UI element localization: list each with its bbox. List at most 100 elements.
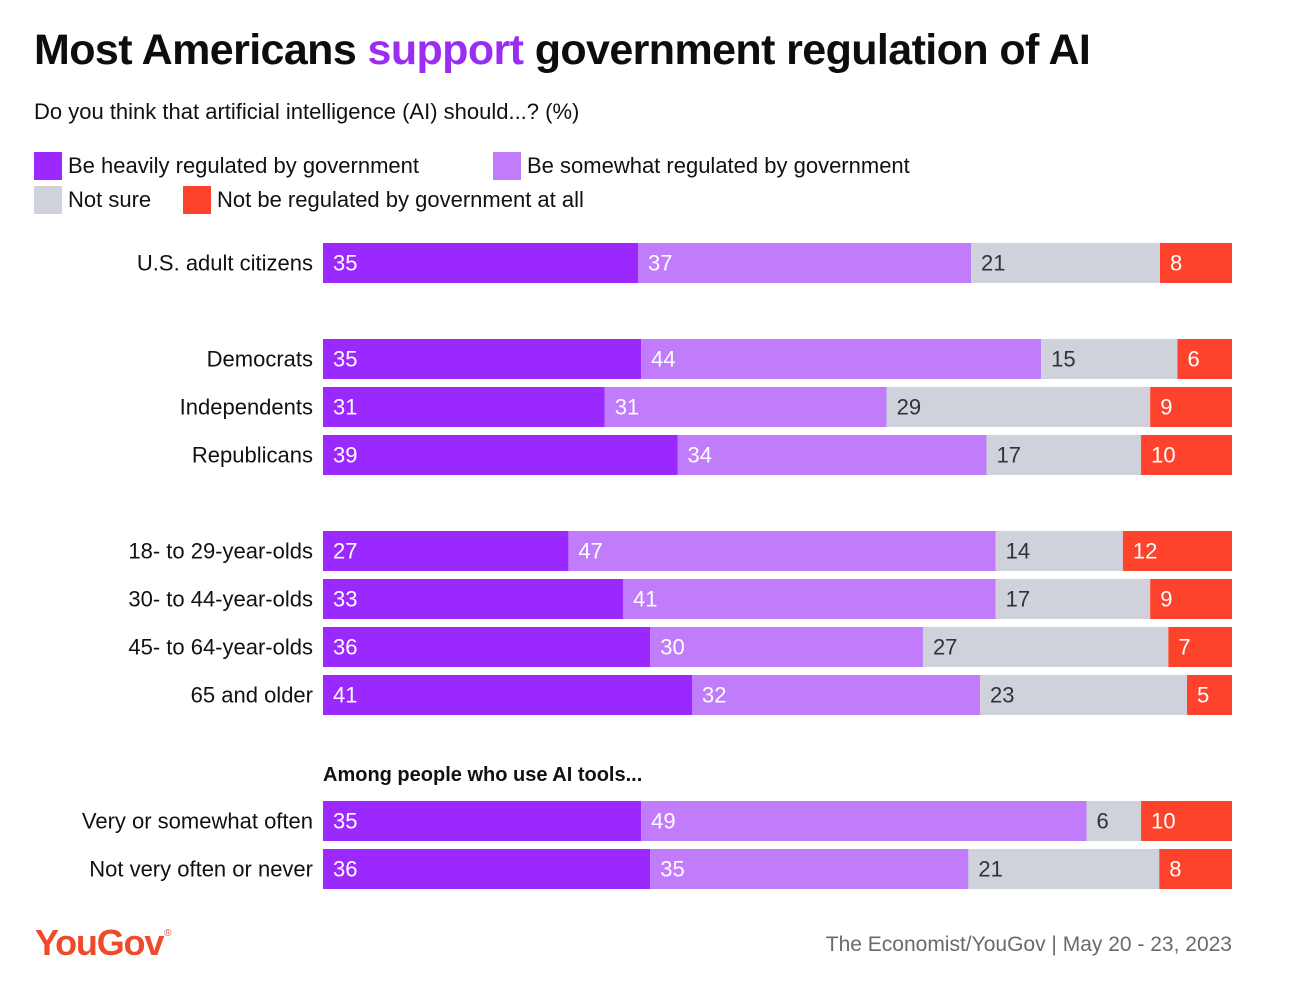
- category-label-independents: Independents: [180, 395, 313, 420]
- bar-segment-democrats-not-sure: [1041, 339, 1178, 379]
- data-label-not-very-often-or-never-not-sure: 21: [978, 857, 1002, 882]
- title-end: government regulation of AI: [523, 26, 1091, 74]
- data-label-45-to-64-year-olds-not-at-all: 7: [1178, 635, 1190, 660]
- data-label-u-s-adult-citizens-not-sure: 21: [981, 251, 1005, 276]
- bar-segment-18-to-29-year-olds-somewhat: [568, 531, 996, 571]
- data-label-u-s-adult-citizens-not-at-all: 8: [1170, 251, 1182, 276]
- data-label-30-to-44-year-olds-somewhat: 41: [633, 587, 657, 612]
- data-label-very-or-somewhat-often-not-sure: 6: [1097, 809, 1109, 834]
- bar-segment-very-or-somewhat-often-not-at-all: [1141, 801, 1232, 841]
- bar-segment-45-to-64-year-olds-not-sure: [922, 627, 1169, 667]
- data-label-45-to-64-year-olds-not-sure: 27: [933, 635, 957, 660]
- legend-swatch-somewhat: [493, 152, 521, 180]
- category-label-not-very-often-or-never: Not very often or never: [89, 857, 313, 882]
- bar-segment-independents-somewhat: [604, 387, 887, 427]
- legend-label-somewhat: Be somewhat regulated by government: [527, 153, 910, 178]
- data-label-not-very-often-or-never-not-at-all: 8: [1169, 857, 1181, 882]
- data-label-18-to-29-year-olds-not-sure: 14: [1006, 539, 1030, 564]
- bar-segment-independents-not-at-all: [1150, 387, 1232, 427]
- chart-subtitle: Do you think that artificial intelligenc…: [34, 99, 580, 124]
- bar-row-republicans: Republicans 39 34 17 10: [192, 435, 1232, 475]
- bar-segment-republicans-heavily: [323, 435, 678, 475]
- data-label-65-and-older-not-sure: 23: [990, 683, 1014, 708]
- bar-segment-18-to-29-year-olds-not-at-all: [1122, 531, 1232, 571]
- data-label-republicans-not-at-all: 10: [1151, 443, 1175, 468]
- bar-segment-very-or-somewhat-often-somewhat: [641, 801, 1087, 841]
- bar-row-18-to-29-year-olds: 18- to 29-year-olds 27 47 14 12: [128, 531, 1232, 571]
- title-highlight: support: [367, 26, 524, 74]
- bar-row-u-s-adult-citizens: U.S. adult citizens 35 37 21 8: [137, 243, 1232, 283]
- data-label-30-to-44-year-olds-not-sure: 17: [1006, 587, 1030, 612]
- data-label-30-to-44-year-olds-heavily: 33: [333, 587, 357, 612]
- bar-segment-30-to-44-year-olds-not-sure: [995, 579, 1151, 619]
- data-label-18-to-29-year-olds-heavily: 27: [333, 539, 357, 564]
- category-label-45-to-64-year-olds: 45- to 64-year-olds: [128, 635, 313, 660]
- bar-segment-u-s-adult-citizens-not-at-all: [1160, 243, 1232, 283]
- bar-row-45-to-64-year-olds: 45- to 64-year-olds 36 30 27 7: [128, 627, 1232, 667]
- source-note: The Economist/YouGov | May 20 - 23, 2023: [825, 933, 1232, 956]
- legend-swatch-heavily: [34, 152, 62, 180]
- bar-segment-65-and-older-heavily: [323, 675, 692, 715]
- bar-segment-not-very-often-or-never-not-at-all: [1159, 849, 1232, 889]
- data-label-18-to-29-year-olds-somewhat: 47: [578, 539, 602, 564]
- data-label-democrats-not-at-all: 6: [1187, 347, 1199, 372]
- bar-row-30-to-44-year-olds: 30- to 44-year-olds 33 41 17 9: [128, 579, 1232, 619]
- legend-label-not-sure: Not sure: [68, 187, 152, 212]
- logo-registered-mark: ®: [164, 928, 172, 939]
- bar-segment-u-s-adult-citizens-heavily: [323, 243, 638, 283]
- legend-item-somewhat: Be somewhat regulated by government: [493, 151, 910, 181]
- data-label-independents-not-at-all: 9: [1160, 395, 1172, 420]
- legend-swatch-not-sure: [34, 186, 62, 214]
- category-label-u-s-adult-citizens: U.S. adult citizens: [137, 251, 313, 276]
- data-label-democrats-somewhat: 44: [651, 347, 675, 372]
- bar-segment-not-very-often-or-never-heavily: [323, 849, 651, 889]
- title-start: Most Americans: [34, 26, 368, 74]
- bar-segment-democrats-somewhat: [641, 339, 1042, 379]
- data-label-u-s-adult-citizens-heavily: 35: [333, 251, 357, 276]
- data-label-republicans-not-sure: 17: [997, 443, 1021, 468]
- bar-segment-65-and-older-not-sure: [980, 675, 1187, 715]
- section-label-ai-tools: Among people who use AI tools...: [323, 764, 643, 786]
- bar-segment-18-to-29-year-olds-not-sure: [995, 531, 1123, 571]
- bar-segment-republicans-not-sure: [986, 435, 1142, 475]
- bar-segment-very-or-somewhat-often-not-sure: [1086, 801, 1142, 841]
- data-label-very-or-somewhat-often-somewhat: 49: [651, 809, 675, 834]
- bar-segment-45-to-64-year-olds-somewhat: [650, 627, 923, 667]
- data-label-independents-somewhat: 31: [615, 395, 639, 420]
- yougov-logo: YouGov®: [35, 922, 172, 964]
- data-label-independents-not-sure: 29: [897, 395, 921, 420]
- data-label-democrats-not-sure: 15: [1051, 347, 1075, 372]
- bar-row-very-or-somewhat-often: Very or somewhat often 35 49 6 10: [82, 801, 1232, 841]
- bar-segment-65-and-older-somewhat: [692, 675, 980, 715]
- data-label-not-very-often-or-never-heavily: 36: [333, 857, 357, 882]
- chart-title: Most Americans support government regula…: [34, 26, 1091, 75]
- bar-segment-u-s-adult-citizens-not-sure: [971, 243, 1160, 283]
- legend-item-not-at-all: Not be regulated by government at all: [183, 185, 584, 215]
- bar-segment-democrats-not-at-all: [1177, 339, 1232, 379]
- data-label-30-to-44-year-olds-not-at-all: 9: [1160, 587, 1172, 612]
- bar-segment-republicans-somewhat: [677, 435, 987, 475]
- category-label-very-or-somewhat-often: Very or somewhat often: [82, 809, 313, 834]
- bar-segment-democrats-heavily: [323, 339, 642, 379]
- data-label-65-and-older-heavily: 41: [333, 683, 357, 708]
- data-label-45-to-64-year-olds-heavily: 36: [333, 635, 357, 660]
- bar-row-65-and-older: 65 and older 41 32 23 5: [191, 675, 1232, 715]
- data-label-18-to-29-year-olds-not-at-all: 12: [1133, 539, 1157, 564]
- data-label-45-to-64-year-olds-somewhat: 30: [660, 635, 684, 660]
- category-label-30-to-44-year-olds: 30- to 44-year-olds: [128, 587, 313, 612]
- category-label-democrats: Democrats: [207, 347, 313, 372]
- bar-segment-independents-heavily: [323, 387, 605, 427]
- bar-segment-45-to-64-year-olds-not-at-all: [1168, 627, 1232, 667]
- category-label-65-and-older: 65 and older: [191, 683, 313, 708]
- bar-row-democrats: Democrats 35 44 15 6: [207, 339, 1232, 379]
- data-label-very-or-somewhat-often-not-at-all: 10: [1151, 809, 1175, 834]
- bar-segment-65-and-older-not-at-all: [1187, 675, 1232, 715]
- category-label-18-to-29-year-olds: 18- to 29-year-olds: [128, 539, 313, 564]
- bar-segment-not-very-often-or-never-somewhat: [650, 849, 969, 889]
- data-label-u-s-adult-citizens-somewhat: 37: [648, 251, 672, 276]
- legend-label-not-at-all: Not be regulated by government at all: [217, 187, 584, 212]
- bar-row-independents: Independents 31 31 29 9: [180, 387, 1232, 427]
- data-label-democrats-heavily: 35: [333, 347, 357, 372]
- bar-segment-u-s-adult-citizens-somewhat: [638, 243, 971, 283]
- bar-segment-30-to-44-year-olds-heavily: [323, 579, 623, 619]
